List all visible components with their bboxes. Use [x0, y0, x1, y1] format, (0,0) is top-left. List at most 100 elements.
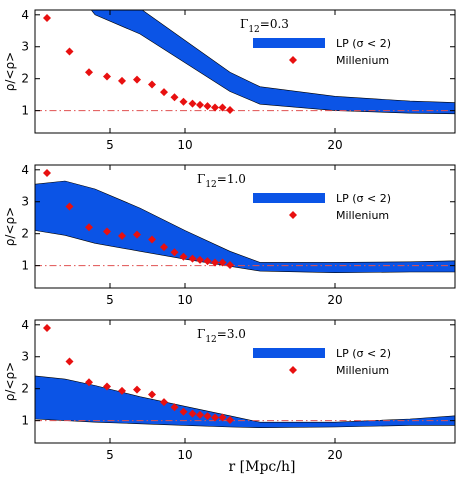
millenium-point [203, 257, 212, 266]
millenium-point [160, 398, 168, 407]
millenium-point [203, 102, 212, 111]
millenium-point [226, 260, 234, 269]
x-tick-label: 10 [177, 448, 192, 462]
millenium-point [65, 357, 74, 366]
y-tick-label: 4 [21, 318, 29, 332]
title-suffix: =1.0 [217, 172, 246, 186]
millenium-point [133, 385, 141, 394]
title-subscript: 12 [205, 335, 216, 345]
plot-frame [34, 164, 456, 289]
y-tick-label: 3 [21, 40, 29, 54]
title-suffix: =3.0 [217, 327, 246, 341]
millenium-point [43, 13, 51, 22]
millenium-point [118, 386, 126, 395]
panel-title: Γ12=3.0 [197, 327, 246, 345]
plot-frame [34, 319, 456, 444]
millenium-point [118, 76, 126, 85]
plot-area [35, 168, 455, 274]
millenium-point [179, 97, 188, 106]
millenium-point [43, 323, 51, 332]
millenium-point [179, 407, 188, 416]
x-axis-label: r [Mpc/h] [229, 459, 296, 475]
millenium-point [218, 258, 227, 267]
millenium-point [211, 103, 219, 112]
millenium-point [103, 382, 111, 391]
panel-title: Γ12=0.3 [240, 17, 289, 35]
y-tick-label: 4 [21, 163, 29, 177]
millenium-point [211, 413, 219, 422]
millenium-point [196, 255, 204, 264]
legend-marker-swatch [289, 366, 297, 374]
y-axis-label: ρ/<ρ> [3, 52, 17, 91]
millenium-point [160, 243, 168, 252]
millenium-point [103, 227, 111, 236]
y-tick-label: 2 [21, 227, 29, 241]
millenium-point [85, 68, 93, 77]
y-axis-label: ρ/<ρ> [3, 207, 17, 246]
legend-band-swatch [253, 348, 325, 358]
millenium-point [170, 403, 179, 412]
millenium-point [179, 252, 188, 261]
plot-area [35, 323, 455, 429]
y-tick-label: 2 [21, 72, 29, 86]
x-tick-label: 10 [177, 138, 192, 152]
millenium-point [170, 248, 179, 257]
x-tick-label: 10 [177, 293, 192, 307]
legend-band-label: LP (σ < 2) [336, 347, 391, 360]
millenium-point [188, 99, 197, 108]
y-tick-label: 3 [21, 350, 29, 364]
millenium-point [85, 378, 93, 387]
legend-marker-label: Millenium [336, 54, 389, 67]
millenium-point [211, 258, 219, 267]
title-prefix: Γ [197, 172, 205, 186]
millenium-point [65, 47, 74, 56]
millenium-point [85, 223, 93, 232]
plot-frame [34, 9, 456, 134]
legend-band-swatch [253, 193, 325, 203]
panel-title: Γ12=1.0 [197, 172, 246, 190]
millenium-point [188, 409, 197, 418]
legend-band-label: LP (σ < 2) [336, 192, 391, 205]
millenium-point [148, 80, 156, 89]
title-prefix: Γ [240, 17, 248, 31]
millenium-point [160, 88, 168, 97]
legend-marker-swatch [289, 56, 297, 64]
y-axis-label: ρ/<ρ> [3, 362, 17, 401]
title-suffix: =0.3 [260, 17, 289, 31]
millenium-point [226, 415, 234, 424]
millenium-point [196, 100, 204, 109]
plot-area [35, 10, 455, 115]
x-tick-label: 20 [327, 293, 342, 307]
millenium-point [188, 254, 197, 263]
millenium-point [170, 93, 179, 102]
legend-band-swatch [253, 38, 325, 48]
millenium-point [196, 410, 204, 419]
x-tick-label: 5 [106, 293, 114, 307]
y-tick-label: 1 [21, 414, 29, 428]
millenium-point [103, 72, 111, 81]
millenium-point [203, 412, 212, 421]
y-tick-label: 1 [21, 259, 29, 273]
legend-marker-label: Millenium [336, 364, 389, 377]
millenium-point [43, 168, 51, 177]
millenium-point [226, 105, 234, 114]
y-tick-label: 1 [21, 104, 29, 118]
millenium-point [148, 390, 156, 399]
millenium-point [218, 103, 227, 112]
millenium-point [65, 202, 74, 211]
y-tick-label: 2 [21, 382, 29, 396]
title-subscript: 12 [205, 180, 216, 190]
y-tick-label: 4 [21, 8, 29, 22]
x-tick-label: 5 [106, 448, 114, 462]
millenium-point [133, 75, 141, 84]
title-prefix: Γ [197, 327, 205, 341]
x-tick-label: 20 [327, 448, 342, 462]
legend-marker-swatch [289, 211, 297, 219]
x-tick-label: 20 [327, 138, 342, 152]
legend-band-label: LP (σ < 2) [336, 37, 391, 50]
legend-marker-label: Millenium [336, 209, 389, 222]
